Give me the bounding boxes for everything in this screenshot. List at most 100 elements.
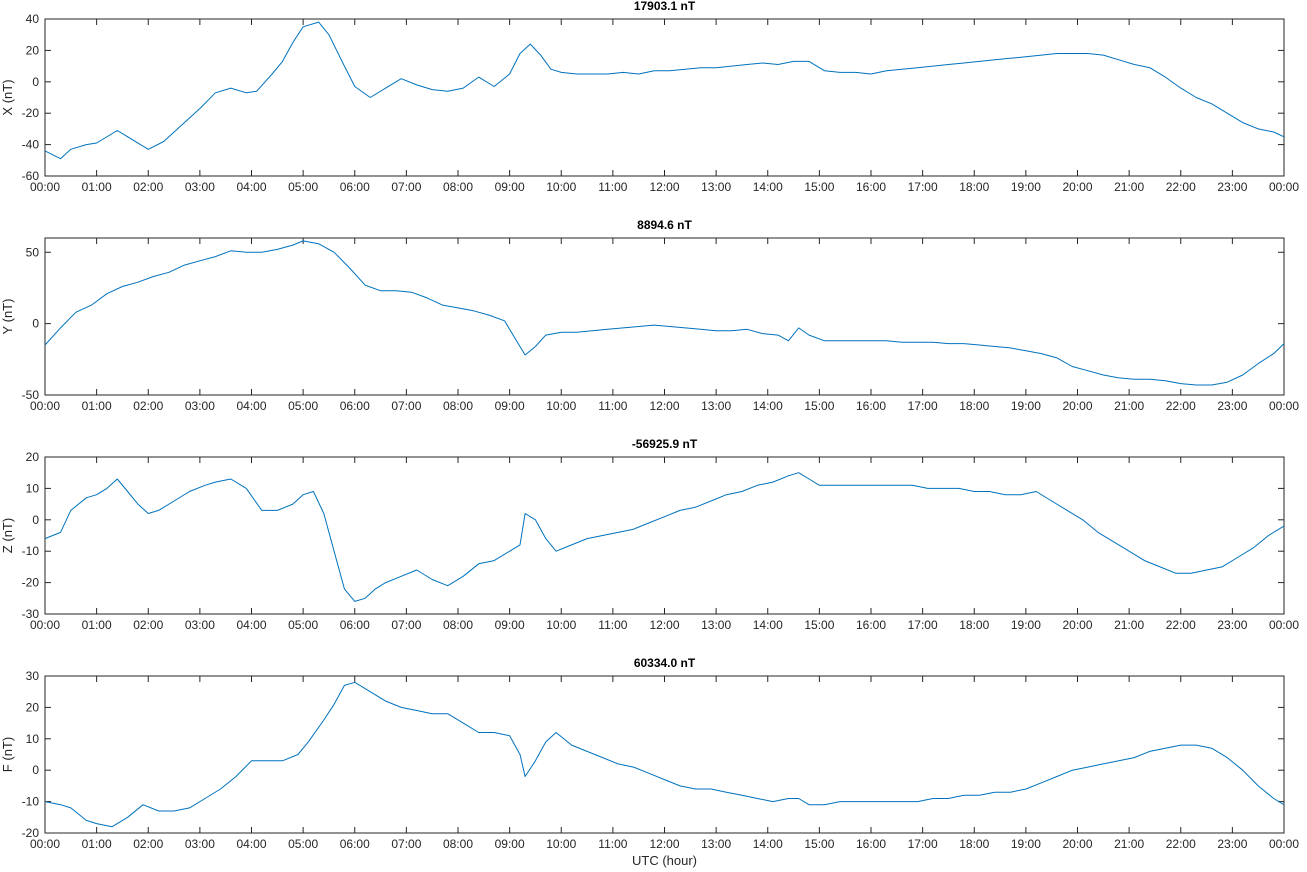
x-tick-label: 11:00	[598, 837, 627, 851]
x-tick-label: 01:00	[82, 837, 112, 851]
x-tick-label: 21:00	[1114, 399, 1144, 413]
y-tick-label: 0	[32, 513, 39, 527]
x-tick-label: 21:00	[1114, 618, 1144, 632]
x-tick-label: 23:00	[1217, 180, 1247, 194]
x-tick-label: 17:00	[908, 837, 938, 851]
x-tick-label: 03:00	[185, 837, 215, 851]
x-tick-label: 05:00	[288, 180, 318, 194]
x-tick-label: 04:00	[236, 837, 266, 851]
x-tick-label: 20:00	[1062, 837, 1092, 851]
x-tick-label: 11:00	[598, 618, 627, 632]
y-axis-label: Z (nT)	[0, 518, 15, 553]
y-tick-label: 0	[32, 317, 39, 331]
x-tick-label: 14:00	[753, 399, 783, 413]
y-tick-label: 50	[26, 245, 40, 259]
x-tick-label: 19:00	[1011, 837, 1041, 851]
y-axis-label: F (nT)	[0, 737, 15, 772]
x-tick-label: 05:00	[288, 837, 318, 851]
axes-frame	[44, 18, 1285, 177]
x-tick-label: 13:00	[701, 618, 731, 632]
x-tick-label: 15:00	[804, 399, 834, 413]
y-tick-label: -10	[22, 795, 40, 809]
x-tick-label: 17:00	[908, 618, 938, 632]
y-tick-label: -40	[22, 138, 40, 152]
x-tick-label: 23:00	[1217, 618, 1247, 632]
x-tick-label: 22:00	[1166, 618, 1196, 632]
x-tick-label: 00:00	[1269, 618, 1299, 632]
x-tick-label: 22:00	[1166, 837, 1196, 851]
chart-panel-1: 8894.6 nT 00:00 01:00 02:00 03:00 04:00 05:00 0…	[0, 218, 1299, 413]
x-tick-label: 16:00	[856, 180, 886, 194]
x-tick-label: 10:00	[546, 837, 576, 851]
x-tick-label: 00:00	[30, 399, 60, 413]
axes-frame	[44, 675, 1285, 834]
x-tick-label: 00:00	[1269, 837, 1299, 851]
x-tick-label: 01:00	[82, 399, 112, 413]
x-tick-label: 14:00	[753, 837, 783, 851]
x-tick-label: 19:00	[1011, 618, 1041, 632]
y-tick-label: -60	[22, 169, 40, 183]
x-tick-label: 10:00	[546, 180, 576, 194]
y-tick-label: -30	[22, 607, 40, 621]
x-tick-label: 07:00	[391, 618, 421, 632]
x-tick-label: 20:00	[1062, 618, 1092, 632]
y-tick-label: -20	[22, 576, 40, 590]
x-tick-label: 02:00	[133, 837, 163, 851]
y-tick-label: 20	[26, 700, 40, 714]
chart-title: 60334.0 nT	[634, 656, 696, 670]
y-tick-label: 20	[26, 43, 40, 57]
y-tick-label: 30	[26, 669, 40, 683]
x-tick-label: 12:00	[649, 837, 679, 851]
x-tick-label: 22:00	[1166, 180, 1196, 194]
x-tick-label: 00:00	[1269, 399, 1299, 413]
x-tick-label: 22:00	[1166, 399, 1196, 413]
x-tick-label: 01:00	[82, 618, 112, 632]
x-tick-label: 12:00	[649, 399, 679, 413]
x-tick-label: 18:00	[959, 399, 989, 413]
x-tick-label: 23:00	[1217, 399, 1247, 413]
x-tick-label: 02:00	[133, 180, 163, 194]
x-tick-label: 21:00	[1114, 180, 1144, 194]
x-tick-label: 14:00	[753, 618, 783, 632]
x-tick-label: 05:00	[288, 399, 318, 413]
x-tick-label: 04:00	[236, 618, 266, 632]
x-tick-label: 02:00	[133, 618, 163, 632]
x-tick-label: 15:00	[804, 837, 834, 851]
y-tick-label: 20	[26, 450, 40, 464]
chart-title: 17903.1 nT	[634, 0, 696, 13]
y-tick-label: 10	[26, 481, 40, 495]
x-tick-label: 09:00	[495, 399, 525, 413]
x-tick-label: 13:00	[701, 399, 731, 413]
x-tick-label: 21:00	[1114, 837, 1144, 851]
x-tick-label: 04:00	[236, 399, 266, 413]
y-tick-label: -10	[22, 544, 40, 558]
y-tick-label: 0	[32, 75, 39, 89]
x-tick-label: 07:00	[391, 837, 421, 851]
y-axis-label: Y (nT)	[0, 299, 15, 335]
y-tick-label: 0	[32, 763, 39, 777]
x-tick-label: 14:00	[753, 180, 783, 194]
x-tick-label: 10:00	[546, 399, 576, 413]
x-tick-label: 11:00	[598, 399, 627, 413]
axes-frame	[44, 456, 1285, 615]
chart-panel-3: 60334.0 nT 00:00 01:00 02:00 03:00 04:00 05:00…	[0, 656, 1299, 868]
x-tick-label: 18:00	[959, 837, 989, 851]
x-tick-label: 07:00	[391, 180, 421, 194]
x-tick-label: 11:00	[598, 180, 627, 194]
x-tick-label: 19:00	[1011, 399, 1041, 413]
x-tick-label: 13:00	[701, 180, 731, 194]
series-line-X	[44, 21, 1285, 160]
x-tick-label: 20:00	[1062, 399, 1092, 413]
x-tick-label: 10:00	[546, 618, 576, 632]
x-tick-label: 00:00	[30, 180, 60, 194]
x-tick-label: 06:00	[340, 399, 370, 413]
x-tick-label: 23:00	[1217, 837, 1247, 851]
x-tick-label: 15:00	[804, 618, 834, 632]
x-tick-label: 07:00	[391, 399, 421, 413]
y-axis-label: X (nT)	[0, 79, 15, 115]
x-tick-label: 09:00	[495, 618, 525, 632]
x-tick-label: 17:00	[908, 399, 938, 413]
x-tick-label: 08:00	[443, 399, 473, 413]
x-tick-label: 00:00	[1269, 180, 1299, 194]
